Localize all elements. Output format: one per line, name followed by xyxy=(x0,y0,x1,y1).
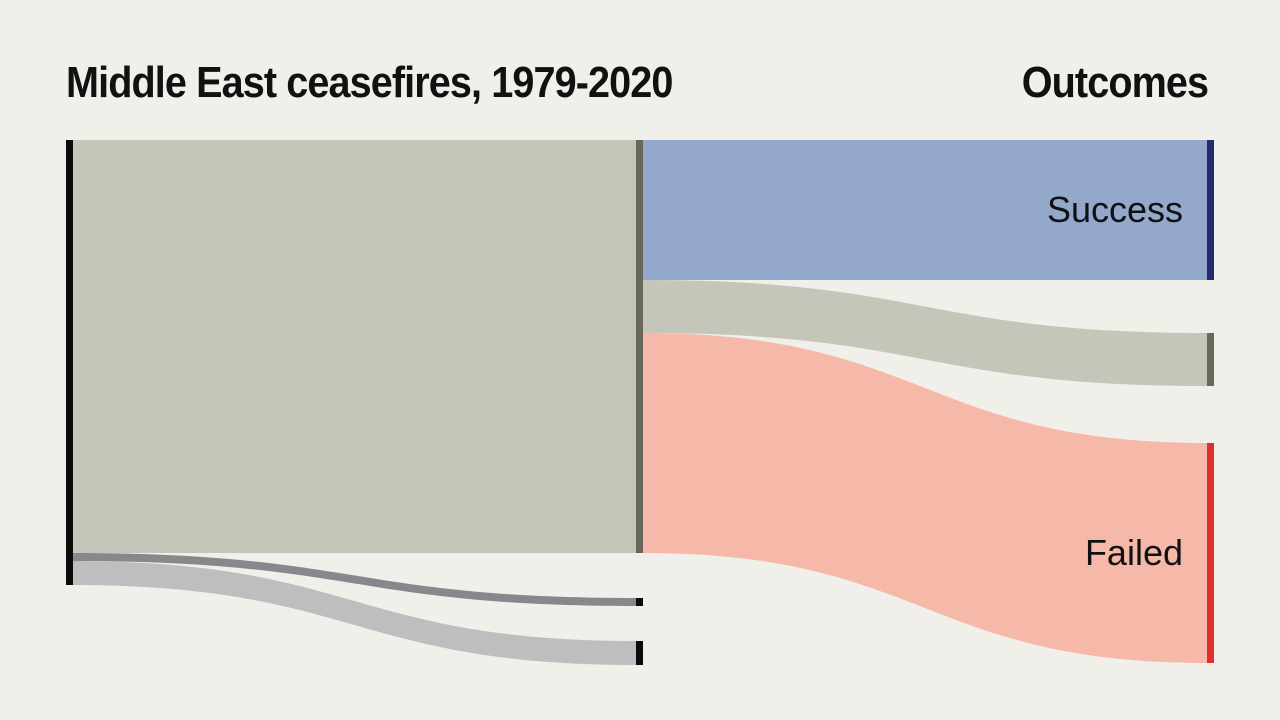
sankey-link-3 xyxy=(643,140,1207,280)
node-label-success: Success xyxy=(1047,189,1183,230)
sankey-node-0 xyxy=(66,140,73,585)
sankey-node-3 xyxy=(636,641,643,665)
sankey-node-5 xyxy=(1207,333,1214,386)
node-label-failed: Failed xyxy=(1085,532,1183,573)
sankey-node-6 xyxy=(1207,443,1214,663)
sankey-link-2 xyxy=(73,561,636,665)
outcomes-heading: Outcomes xyxy=(1021,58,1209,107)
chart-title: Middle East ceasefires, 1979-2020 xyxy=(66,58,673,107)
sankey-link-4 xyxy=(643,280,1207,386)
sankey-link-1 xyxy=(73,553,636,606)
sankey-node-4 xyxy=(1207,140,1214,280)
sankey-link-0 xyxy=(73,140,636,553)
sankey-link-5 xyxy=(643,333,1207,663)
sankey-node-2 xyxy=(636,598,643,606)
sankey-node-1 xyxy=(636,140,643,553)
